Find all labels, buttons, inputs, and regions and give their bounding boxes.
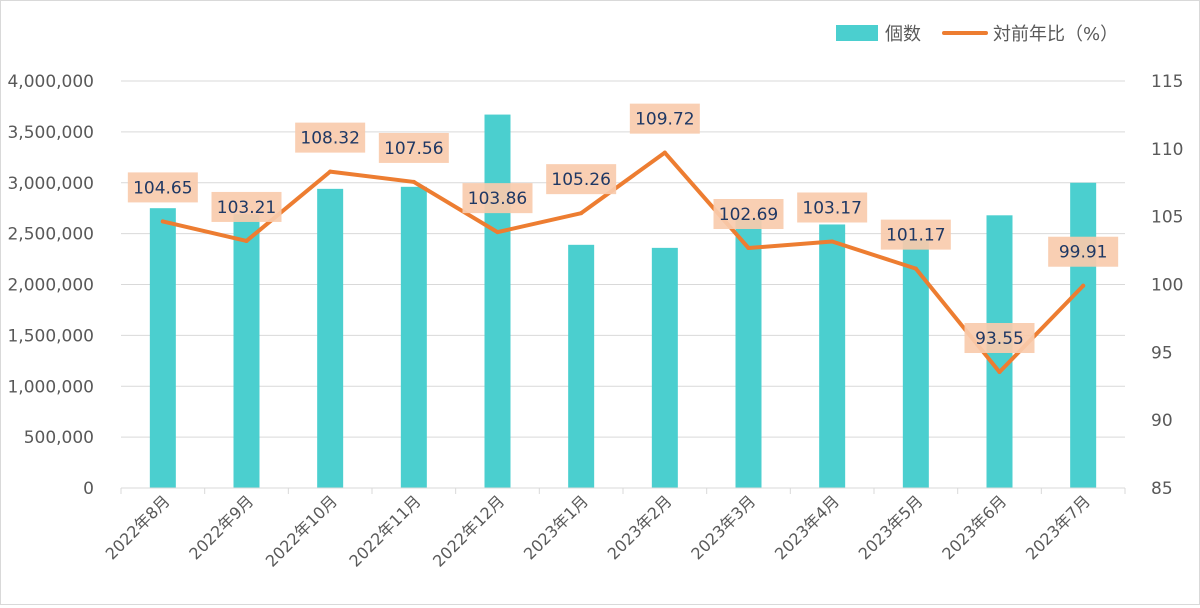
x-tick-label: 2023年5月 xyxy=(855,491,927,563)
x-tick-label: 2023年4月 xyxy=(771,491,843,563)
data-label: 101.17 xyxy=(886,226,945,246)
line-point xyxy=(411,179,416,184)
line-point xyxy=(328,169,333,174)
line-point xyxy=(997,370,1002,375)
line-point xyxy=(244,238,249,243)
bar-series-count xyxy=(149,114,1097,489)
data-label: 105.26 xyxy=(551,170,610,190)
bar xyxy=(149,208,176,488)
data-label-box xyxy=(713,199,784,230)
x-tick-label: 2022年11月 xyxy=(345,491,424,570)
x-tick-label: 2022年9月 xyxy=(185,491,257,563)
bar xyxy=(1070,182,1097,488)
legend-label-bar: 個数 xyxy=(885,24,921,45)
y-left-tick-label: 2,000,000 xyxy=(7,276,94,296)
data-label-box xyxy=(462,183,533,214)
y-right-tick-label: 115 xyxy=(1151,72,1183,92)
data-label: 108.32 xyxy=(300,129,359,149)
data-label: 93.55 xyxy=(975,329,1024,349)
y-right-tick-label: 105 xyxy=(1151,208,1183,228)
line-point xyxy=(662,150,667,155)
line-point xyxy=(1081,283,1086,288)
data-label-box xyxy=(211,191,282,222)
bar xyxy=(735,218,762,489)
x-tick-label: 2023年2月 xyxy=(604,491,676,563)
data-label-box xyxy=(127,172,198,203)
x-tick-label: 2023年1月 xyxy=(520,491,592,563)
data-label: 107.56 xyxy=(384,139,443,159)
line-point xyxy=(579,211,584,216)
data-label: 109.72 xyxy=(635,110,694,130)
data-label: 103.86 xyxy=(468,189,527,209)
y-left-tick-label: 500,000 xyxy=(24,428,94,448)
data-label: 102.69 xyxy=(719,205,778,225)
data-label-box xyxy=(880,219,951,250)
y-left-tick-label: 3,500,000 xyxy=(7,123,94,143)
line-series-yoy xyxy=(160,150,1086,375)
x-tick-label: 2023年3月 xyxy=(687,491,759,563)
y-right-tick-label: 90 xyxy=(1151,411,1173,431)
bar xyxy=(568,244,595,488)
bar xyxy=(651,247,678,488)
bar xyxy=(819,224,846,488)
y-left-tick-label: 1,500,000 xyxy=(7,326,94,346)
series-line xyxy=(160,150,1086,375)
data-label: 103.17 xyxy=(802,198,861,218)
y-left-tick-label: 2,500,000 xyxy=(7,225,94,245)
legend-label-line: 対前年比（%） xyxy=(993,24,1118,45)
x-tick-label: 2023年7月 xyxy=(1022,491,1094,563)
y-right-tick-label: 100 xyxy=(1151,276,1183,296)
data-label-box xyxy=(378,132,449,163)
data-label-box xyxy=(629,103,700,134)
gridlines xyxy=(121,80,1125,438)
x-tick-label: 2022年8月 xyxy=(102,491,174,563)
line-point xyxy=(913,266,918,271)
line-point xyxy=(746,246,751,251)
legend: 個数 対前年比（%） xyxy=(836,24,1118,45)
data-label: 104.65 xyxy=(133,178,192,198)
y-left-tick-label: 3,000,000 xyxy=(7,174,94,194)
data-labels: 104.65 103.21 108.32 107.56 103.86 105.26 109.… xyxy=(127,103,1119,354)
y-right-tick-label: 85 xyxy=(1151,479,1173,499)
x-tick-label: 2023年6月 xyxy=(938,491,1010,563)
bar xyxy=(484,114,511,488)
data-label: 99.91 xyxy=(1059,243,1108,263)
line-point xyxy=(495,230,500,235)
y-left-tick-label: 4,000,000 xyxy=(7,72,94,92)
y-left-tick-label: 0 xyxy=(83,479,94,499)
line-point xyxy=(830,239,835,244)
line-point xyxy=(160,219,165,224)
y-left-tick-label: 1,000,000 xyxy=(7,377,94,397)
bar xyxy=(233,214,260,489)
data-label-box xyxy=(295,122,366,153)
data-label-box xyxy=(964,323,1035,354)
bar xyxy=(317,188,344,489)
bar xyxy=(400,186,427,488)
data-label-box xyxy=(1048,236,1119,267)
y-right-tick-label: 110 xyxy=(1151,140,1183,160)
data-label: 103.21 xyxy=(217,198,276,218)
x-tick-label: 2022年12月 xyxy=(429,491,508,570)
y-right-tick-label: 95 xyxy=(1151,343,1173,363)
data-label-box xyxy=(546,164,617,195)
data-label-box xyxy=(797,192,868,223)
x-tick-label: 2022年10月 xyxy=(262,491,341,570)
legend-swatch-bar xyxy=(836,25,878,41)
